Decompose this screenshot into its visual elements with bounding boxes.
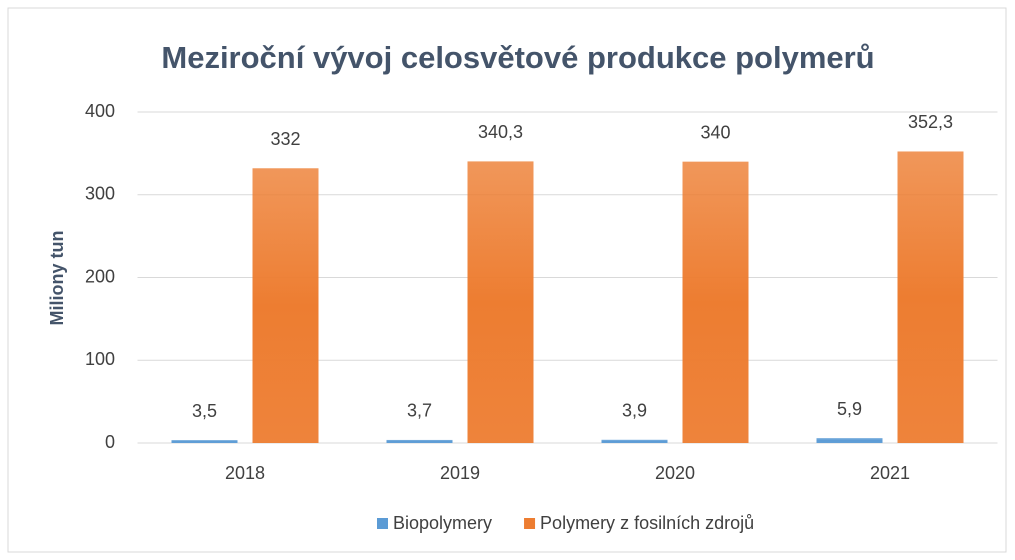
bar <box>682 161 749 443</box>
legend-label: Biopolymery <box>393 513 492 533</box>
y-tick-label: 100 <box>85 349 115 369</box>
x-tick-label: 2018 <box>225 463 265 483</box>
data-label: 352,3 <box>908 112 953 132</box>
x-tick-label: 2020 <box>655 463 695 483</box>
legend-label: Polymery z fosilních zdrojů <box>540 513 754 533</box>
y-axis-label: Miliony tun <box>47 231 67 326</box>
bar <box>897 151 964 444</box>
y-tick-label: 400 <box>85 101 115 121</box>
bar <box>171 440 238 443</box>
data-label: 3,7 <box>407 401 432 421</box>
data-label: 3,9 <box>622 401 647 421</box>
data-label: 5,9 <box>837 399 862 419</box>
legend-swatch <box>377 518 388 529</box>
data-label: 3,5 <box>192 401 217 421</box>
y-tick-label: 200 <box>85 266 115 286</box>
legend-swatch <box>524 518 536 529</box>
y-tick-label: 0 <box>105 432 115 452</box>
data-label: 340 <box>700 122 730 142</box>
chart-title: Meziroční vývoj celosvětové produkce pol… <box>161 40 874 75</box>
y-tick-label: 300 <box>85 184 115 204</box>
x-tick-label: 2019 <box>440 463 480 483</box>
bar <box>467 161 534 444</box>
bar <box>386 439 453 443</box>
x-tick-label: 2021 <box>870 463 910 483</box>
data-label: 332 <box>270 129 300 149</box>
bar <box>816 438 883 443</box>
bar <box>601 439 668 443</box>
data-label: 340,3 <box>478 122 523 142</box>
bar <box>252 168 319 443</box>
